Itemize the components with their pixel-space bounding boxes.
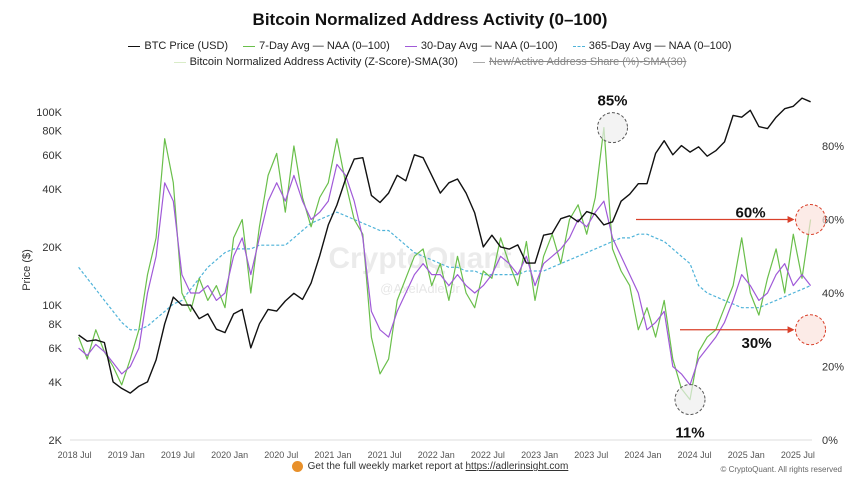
- legend-365day[interactable]: 365-Day Avg — NAA (0–100): [572, 40, 732, 52]
- annotation-label: 85%: [597, 93, 627, 110]
- y-right-tick-label: 60%: [822, 215, 844, 227]
- legend-label: 7-Day Avg — NAA (0–100): [259, 40, 390, 52]
- annotation-label: 11%: [675, 425, 704, 442]
- x-tick-label: 2018 Jul: [58, 450, 92, 460]
- y-left-tick-label: 6K: [49, 343, 63, 355]
- x-tick-label: 2020 Jan: [211, 450, 248, 460]
- y-left-tick-label: 20K: [42, 242, 62, 254]
- x-tick-label: 2024 Jan: [624, 450, 661, 460]
- footer-link[interactable]: https://adlerinsight.com: [465, 461, 569, 473]
- x-tick-label: 2024 Jul: [678, 450, 712, 460]
- legend-btc[interactable]: BTC Price (USD): [128, 40, 228, 52]
- y-axis-label: Price ($): [21, 249, 33, 291]
- y-left-tick-label: 80K: [42, 126, 62, 138]
- x-tick-label: 2021 Jul: [368, 450, 402, 460]
- y-left-tick-label: 2K: [49, 435, 63, 447]
- series-line-365day: [78, 211, 811, 331]
- legend-30day[interactable]: 30-Day Avg — NAA (0–100): [404, 40, 558, 52]
- y-right-tick-label: 20%: [822, 362, 844, 374]
- legend-label: 30-Day Avg — NAA (0–100): [420, 40, 558, 52]
- annotation-label: 60%: [736, 205, 766, 222]
- watermark: CryptoQuant: [328, 242, 511, 275]
- legend-row-2: Bitcoin Normalized Address Activity (Z-S…: [0, 56, 860, 68]
- x-tick-label: 2022 Jan: [418, 450, 455, 460]
- annotation-circle: [795, 204, 827, 235]
- y-right-tick-label: 0%: [822, 435, 838, 447]
- legend-label: Bitcoin Normalized Address Activity (Z-S…: [189, 56, 458, 68]
- footer: Get the full weekly market report at htt…: [0, 461, 860, 472]
- y-left-tick-label: 60K: [42, 150, 62, 162]
- legend-label: 365-Day Avg — NAA (0–100): [588, 40, 732, 52]
- x-tick-label: 2025 Jul: [781, 450, 815, 460]
- x-tick-label: 2021 Jan: [314, 450, 351, 460]
- x-tick-label: 2020 Jul: [264, 450, 298, 460]
- x-tick-label: 2019 Jul: [161, 450, 195, 460]
- series-line-30day: [78, 163, 812, 386]
- legend-label: New/Active Address Share (%)-SMA(30): [488, 56, 687, 68]
- x-tick-label: 2019 Jan: [108, 450, 145, 460]
- x-tick-label: 2022 Jul: [471, 450, 505, 460]
- y-right-tick-label: 80%: [822, 141, 844, 153]
- legend-7day[interactable]: 7-Day Avg — NAA (0–100): [243, 40, 390, 52]
- logo-icon: [291, 461, 303, 472]
- annotation-circle: [597, 112, 629, 144]
- series-line-btc: [78, 97, 811, 394]
- watermark: @AxelAdlerJr: [380, 281, 460, 296]
- y-right-tick-label: 40%: [822, 288, 844, 300]
- y-left-tick-label: 100K: [36, 107, 62, 119]
- annotation-circle: [674, 384, 706, 416]
- legend-row-1: BTC Price (USD) 7-Day Avg — NAA (0–100) …: [0, 40, 860, 52]
- arrowhead: [787, 216, 795, 223]
- y-left-tick-label: 4K: [49, 377, 63, 389]
- x-tick-label: 2023 Jan: [521, 450, 558, 460]
- x-tick-label: 2023 Jul: [574, 450, 608, 460]
- y-left-tick-label: 40K: [42, 184, 62, 196]
- footer-text: Get the full weekly market report at: [307, 461, 466, 473]
- copyright: © CryptoQuant. All rights reserved: [720, 465, 843, 474]
- legend-share[interactable]: New/Active Address Share (%)-SMA(30): [472, 56, 687, 68]
- y-left-tick-label: 10K: [42, 300, 62, 312]
- arrowhead: [787, 326, 795, 334]
- annotation-label: 30%: [742, 335, 772, 352]
- chart-title: Bitcoin Normalized Address Activity (0–1…: [252, 10, 608, 29]
- legend-zscore[interactable]: Bitcoin Normalized Address Activity (Z-S…: [173, 56, 458, 68]
- legend-label: BTC Price (USD): [144, 40, 229, 52]
- x-tick-label: 2025 Jan: [728, 450, 765, 460]
- annotation-circle: [795, 314, 827, 346]
- y-left-tick-label: 8K: [49, 319, 63, 331]
